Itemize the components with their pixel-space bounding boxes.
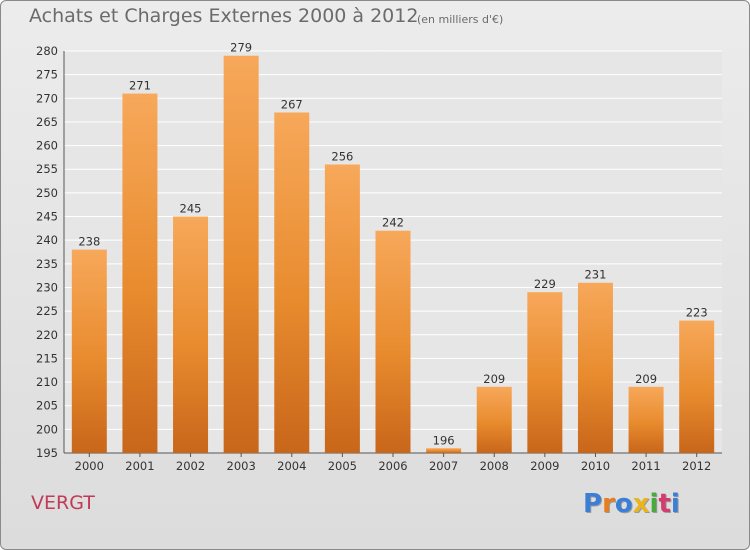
data-label: 231 — [584, 268, 606, 282]
data-label: 256 — [331, 150, 353, 164]
x-tick-label: 2000 — [75, 459, 104, 473]
x-tick-label: 2005 — [328, 459, 357, 473]
data-label: 209 — [635, 372, 657, 386]
bar — [628, 386, 664, 453]
y-tick-label: 265 — [36, 115, 58, 129]
y-tick-label: 270 — [36, 91, 58, 105]
bar — [577, 282, 613, 453]
y-tick-label: 245 — [36, 210, 58, 224]
y-tick-label: 230 — [36, 280, 58, 294]
y-tick-label: 255 — [36, 162, 58, 176]
x-tick-label: 2006 — [378, 459, 407, 473]
bar — [679, 320, 715, 453]
bar — [476, 386, 512, 453]
bar — [324, 164, 360, 453]
y-tick-label: 225 — [36, 304, 58, 318]
x-tick-label: 2011 — [631, 459, 660, 473]
bar — [173, 216, 209, 453]
data-label: 196 — [433, 433, 455, 447]
data-label: 271 — [129, 79, 151, 93]
bar — [527, 292, 563, 453]
y-tick-label: 235 — [36, 257, 58, 271]
x-tick-label: 2012 — [682, 459, 711, 473]
chart-title: Achats et Charges Externes 2000 à 2012 — [29, 5, 419, 27]
x-tick-label: 2004 — [277, 459, 306, 473]
bar — [375, 230, 411, 453]
bar — [122, 93, 158, 454]
y-tick-label: 240 — [36, 233, 58, 247]
logo-letter: P — [583, 489, 603, 519]
logo-letter: x — [632, 489, 650, 519]
data-label: 229 — [534, 277, 556, 291]
proxiti-logo: Proxiti — [583, 489, 680, 521]
data-label: 209 — [483, 372, 505, 386]
logo-letter: r — [602, 489, 615, 519]
data-label: 245 — [180, 202, 202, 216]
logo-letter: i — [670, 489, 680, 519]
data-label: 238 — [78, 235, 100, 249]
logo-letter: t — [658, 489, 671, 519]
y-tick-label: 280 — [36, 44, 58, 58]
y-tick-label: 195 — [36, 446, 58, 460]
y-tick-label: 260 — [36, 139, 58, 153]
logo-letter: o — [614, 489, 633, 519]
x-tick-label: 2001 — [125, 459, 154, 473]
data-label: 242 — [382, 216, 404, 230]
bar — [426, 448, 462, 453]
data-label: 279 — [230, 41, 252, 55]
chart-subtitle: (en milliers d'€) — [417, 13, 504, 26]
bar — [274, 112, 310, 453]
y-tick-label: 200 — [36, 422, 58, 436]
logo-letter: i — [649, 489, 659, 519]
data-label: 223 — [686, 306, 708, 320]
y-tick-label: 215 — [36, 351, 58, 365]
x-tick-label: 2003 — [227, 459, 256, 473]
y-tick-label: 275 — [36, 68, 58, 82]
x-tick-label: 2010 — [581, 459, 610, 473]
data-label: 267 — [281, 97, 303, 111]
bar — [223, 55, 259, 454]
y-tick-label: 205 — [36, 399, 58, 413]
bar — [71, 249, 107, 453]
commune-name: VERGT — [31, 492, 95, 514]
x-tick-label: 2009 — [530, 459, 559, 473]
x-tick-label: 2008 — [480, 459, 509, 473]
y-tick-label: 220 — [36, 328, 58, 342]
y-tick-label: 250 — [36, 186, 58, 200]
y-tick-label: 210 — [36, 375, 58, 389]
x-tick-label: 2002 — [176, 459, 205, 473]
x-tick-label: 2007 — [429, 459, 458, 473]
